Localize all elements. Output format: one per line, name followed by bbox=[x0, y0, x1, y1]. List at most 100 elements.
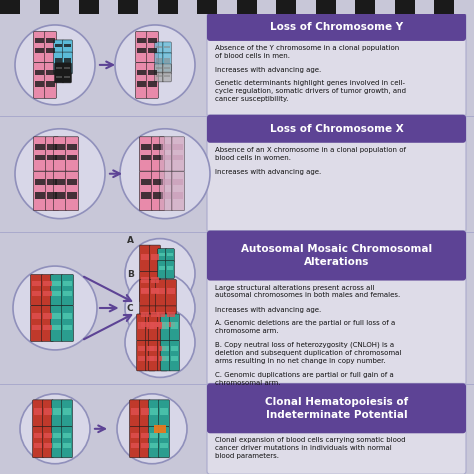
FancyBboxPatch shape bbox=[160, 433, 168, 438]
FancyBboxPatch shape bbox=[63, 282, 72, 286]
FancyBboxPatch shape bbox=[52, 282, 61, 286]
FancyBboxPatch shape bbox=[165, 261, 174, 279]
FancyBboxPatch shape bbox=[55, 192, 65, 199]
FancyBboxPatch shape bbox=[32, 325, 41, 330]
FancyBboxPatch shape bbox=[46, 171, 59, 210]
FancyBboxPatch shape bbox=[139, 171, 153, 210]
FancyBboxPatch shape bbox=[173, 192, 183, 199]
Bar bbox=[237, 0, 257, 14]
FancyBboxPatch shape bbox=[34, 31, 46, 63]
FancyBboxPatch shape bbox=[129, 427, 141, 458]
FancyBboxPatch shape bbox=[35, 179, 45, 185]
FancyBboxPatch shape bbox=[63, 291, 72, 296]
FancyBboxPatch shape bbox=[164, 58, 170, 63]
Bar bbox=[79, 0, 99, 14]
Bar bbox=[296, 0, 316, 14]
Circle shape bbox=[15, 129, 105, 219]
FancyBboxPatch shape bbox=[147, 322, 154, 328]
FancyBboxPatch shape bbox=[147, 356, 154, 362]
FancyBboxPatch shape bbox=[64, 58, 71, 64]
Text: A. Genomic deletions are the partial or full loss of a
chromosome arm.: A. Genomic deletions are the partial or … bbox=[215, 320, 395, 334]
FancyBboxPatch shape bbox=[33, 427, 44, 458]
FancyBboxPatch shape bbox=[155, 73, 164, 82]
FancyBboxPatch shape bbox=[32, 313, 41, 319]
FancyBboxPatch shape bbox=[30, 306, 43, 341]
FancyBboxPatch shape bbox=[153, 155, 163, 160]
Text: B. Copy neutral loss of heterozygosity (CNLOH) is a
deletion and subsequent dupl: B. Copy neutral loss of heterozygosity (… bbox=[215, 342, 401, 364]
FancyBboxPatch shape bbox=[149, 340, 159, 371]
FancyBboxPatch shape bbox=[158, 261, 167, 279]
FancyBboxPatch shape bbox=[159, 137, 173, 171]
FancyBboxPatch shape bbox=[148, 70, 157, 75]
FancyBboxPatch shape bbox=[159, 346, 166, 351]
FancyBboxPatch shape bbox=[150, 356, 157, 362]
Bar bbox=[20, 0, 39, 14]
FancyBboxPatch shape bbox=[129, 400, 141, 427]
FancyBboxPatch shape bbox=[167, 322, 175, 327]
FancyBboxPatch shape bbox=[43, 291, 52, 296]
FancyBboxPatch shape bbox=[167, 312, 175, 317]
Bar bbox=[435, 0, 454, 14]
Bar bbox=[99, 0, 118, 14]
Bar bbox=[356, 0, 375, 14]
FancyBboxPatch shape bbox=[64, 66, 70, 69]
Bar bbox=[158, 0, 178, 14]
FancyBboxPatch shape bbox=[51, 274, 63, 306]
FancyBboxPatch shape bbox=[161, 144, 171, 150]
Text: C. Genomic duplications are partial or full gain of a
chromosomal arm.: C. Genomic duplications are partial or f… bbox=[215, 373, 394, 386]
FancyBboxPatch shape bbox=[44, 433, 52, 438]
FancyBboxPatch shape bbox=[139, 427, 150, 458]
FancyBboxPatch shape bbox=[35, 155, 45, 160]
FancyBboxPatch shape bbox=[53, 443, 61, 448]
FancyBboxPatch shape bbox=[141, 277, 149, 283]
FancyBboxPatch shape bbox=[137, 38, 146, 43]
FancyBboxPatch shape bbox=[51, 306, 63, 341]
Bar bbox=[217, 0, 237, 14]
FancyBboxPatch shape bbox=[55, 155, 65, 160]
FancyBboxPatch shape bbox=[149, 272, 161, 302]
FancyBboxPatch shape bbox=[207, 231, 466, 385]
FancyBboxPatch shape bbox=[161, 340, 171, 371]
FancyBboxPatch shape bbox=[154, 425, 166, 433]
FancyBboxPatch shape bbox=[55, 73, 64, 83]
FancyBboxPatch shape bbox=[63, 73, 72, 83]
FancyBboxPatch shape bbox=[141, 288, 149, 292]
Bar bbox=[198, 0, 217, 14]
Text: Genetic determinants highlight genes involved in cell-
cycle regulation, somatic: Genetic determinants highlight genes inv… bbox=[215, 81, 406, 102]
FancyBboxPatch shape bbox=[150, 346, 157, 351]
FancyBboxPatch shape bbox=[63, 409, 71, 415]
FancyBboxPatch shape bbox=[34, 433, 42, 438]
FancyBboxPatch shape bbox=[32, 282, 41, 286]
FancyBboxPatch shape bbox=[160, 443, 168, 448]
FancyBboxPatch shape bbox=[43, 282, 52, 286]
Circle shape bbox=[117, 394, 187, 464]
FancyBboxPatch shape bbox=[63, 40, 73, 53]
FancyBboxPatch shape bbox=[44, 409, 52, 415]
FancyBboxPatch shape bbox=[172, 137, 184, 171]
FancyBboxPatch shape bbox=[46, 48, 55, 53]
FancyBboxPatch shape bbox=[46, 137, 59, 171]
FancyBboxPatch shape bbox=[152, 137, 164, 171]
FancyBboxPatch shape bbox=[155, 306, 166, 337]
FancyBboxPatch shape bbox=[151, 254, 159, 260]
Bar bbox=[0, 0, 20, 14]
Circle shape bbox=[125, 238, 195, 309]
FancyBboxPatch shape bbox=[165, 248, 174, 262]
FancyBboxPatch shape bbox=[139, 400, 150, 427]
FancyBboxPatch shape bbox=[139, 245, 151, 272]
FancyBboxPatch shape bbox=[172, 171, 184, 210]
FancyBboxPatch shape bbox=[45, 31, 56, 63]
FancyBboxPatch shape bbox=[54, 137, 66, 171]
FancyBboxPatch shape bbox=[141, 179, 151, 185]
Bar bbox=[138, 0, 158, 14]
FancyBboxPatch shape bbox=[156, 75, 162, 77]
FancyBboxPatch shape bbox=[67, 155, 77, 160]
FancyBboxPatch shape bbox=[151, 312, 159, 317]
FancyBboxPatch shape bbox=[62, 427, 73, 458]
FancyBboxPatch shape bbox=[141, 288, 149, 294]
FancyBboxPatch shape bbox=[141, 254, 149, 260]
FancyBboxPatch shape bbox=[141, 312, 149, 317]
FancyBboxPatch shape bbox=[149, 245, 161, 272]
FancyBboxPatch shape bbox=[137, 314, 146, 341]
FancyBboxPatch shape bbox=[54, 171, 66, 210]
